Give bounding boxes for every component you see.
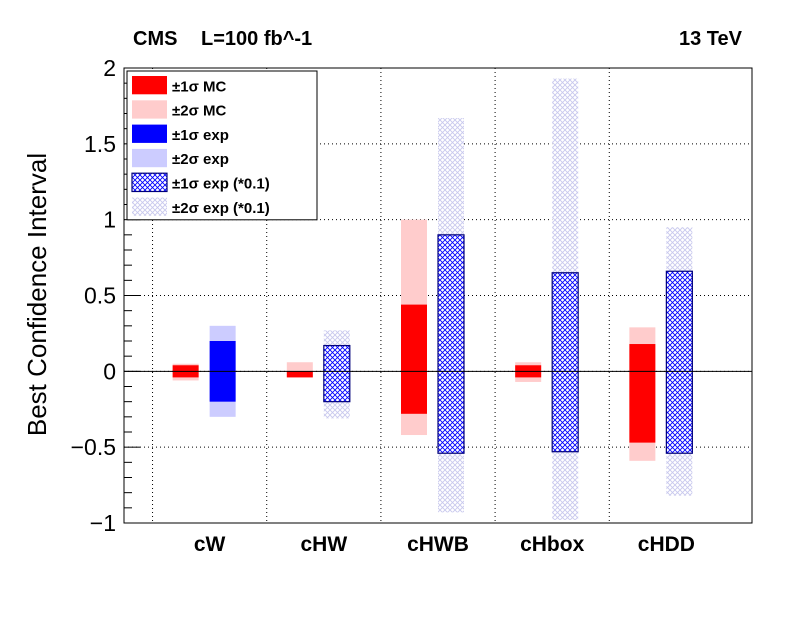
legend-entry: ±2σ MC xyxy=(172,103,226,120)
interval-bars xyxy=(172,78,693,520)
legend-swatch xyxy=(132,76,167,95)
y-tick-label: 2 xyxy=(103,55,116,81)
axes: −1 −0.5 0 0.5 1 1.5 2 Best Confidence Interval c… xyxy=(22,55,753,556)
legend-entry: ±1σ MC xyxy=(172,78,226,95)
y-tick-label: −0.5 xyxy=(71,434,116,460)
bar-cHWB-4 xyxy=(437,234,465,454)
legend-entry: ±1σ exp (*0.1) xyxy=(172,176,270,193)
experiment-label: CMS xyxy=(133,28,178,50)
energy-label: 13 TeV xyxy=(679,28,742,50)
legend-swatch xyxy=(132,148,167,168)
bar-cHWB-0 xyxy=(401,304,427,414)
legend-entry: ±1σ exp xyxy=(172,127,229,144)
x-tick-label: cHW xyxy=(300,533,347,556)
y-axis-label: Best Confidence Interval xyxy=(22,153,52,436)
y-tick-label: 0 xyxy=(103,358,116,384)
legend: ±1σ MC ±2σ MC ±1σ exp ±2σ exp ±1σ exp (*0.1)… xyxy=(126,70,318,221)
bar-cHbox-4 xyxy=(551,272,579,453)
legend-box xyxy=(126,70,318,221)
y-tick-label: −1 xyxy=(90,510,116,536)
legend-swatch xyxy=(132,124,167,143)
y-tick-label: 1.5 xyxy=(84,131,116,157)
legend-swatch xyxy=(132,100,167,119)
x-tick-label: cHbox xyxy=(520,533,585,556)
legend-swatch xyxy=(132,197,167,216)
bar-cHDD-0 xyxy=(629,344,656,443)
legend-entry: ±2σ exp xyxy=(172,151,229,168)
x-tick-label: cHDD xyxy=(638,533,695,556)
legend-swatch xyxy=(131,172,168,193)
bar-cHW-0 xyxy=(286,371,313,378)
x-tick-label: cW xyxy=(194,533,226,556)
y-tick-label: 1 xyxy=(103,207,116,233)
legend-entry: ±2σ exp (*0.1) xyxy=(172,200,270,217)
bar-cHW-4 xyxy=(323,344,351,403)
x-tick-label: cHWB xyxy=(407,533,469,556)
luminosity-label: L=100 fb^-1 xyxy=(201,28,313,50)
y-tick-label: 0.5 xyxy=(84,283,116,309)
bar-cHDD-4 xyxy=(665,270,693,454)
